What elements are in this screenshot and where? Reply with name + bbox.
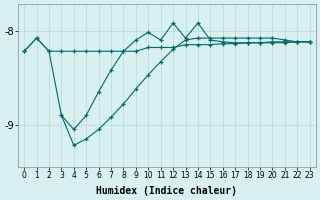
X-axis label: Humidex (Indice chaleur): Humidex (Indice chaleur) [96, 186, 237, 196]
